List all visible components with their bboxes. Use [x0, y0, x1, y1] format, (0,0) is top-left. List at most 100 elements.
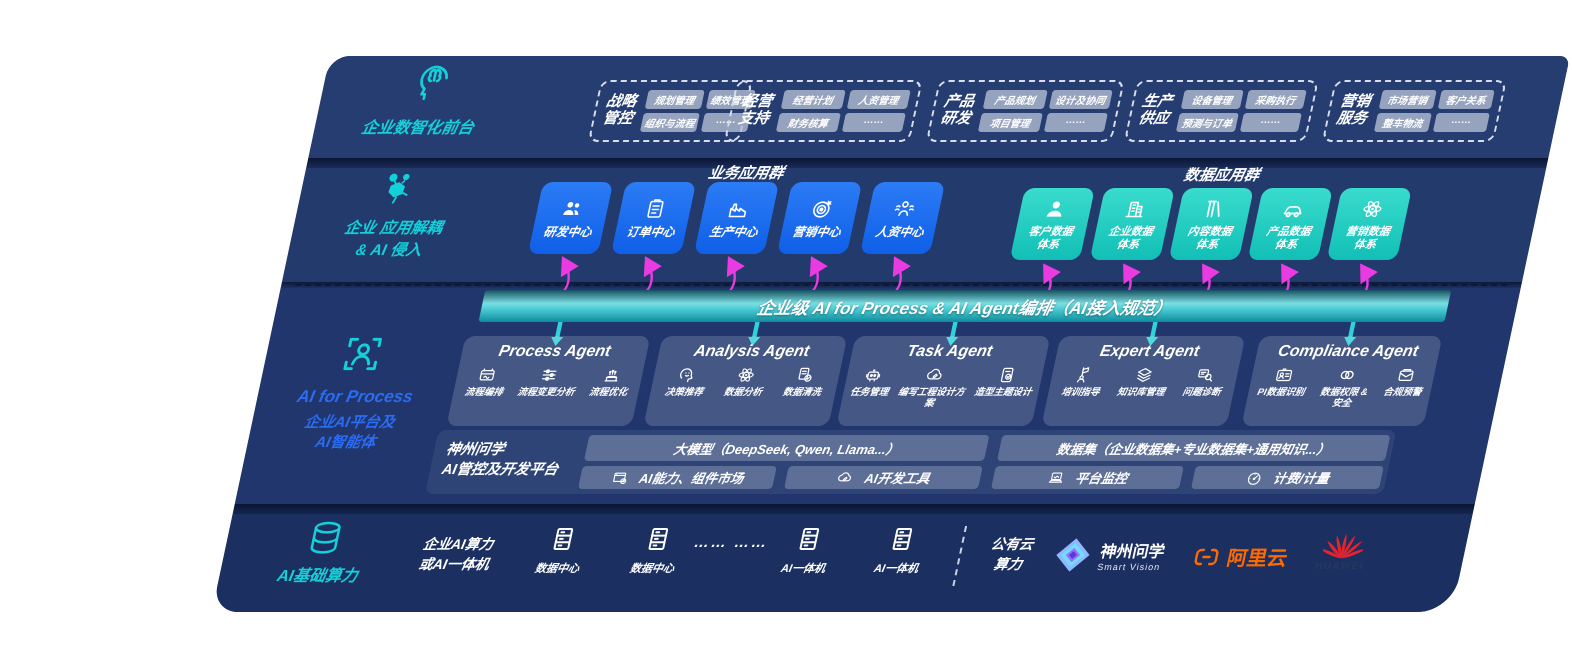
public-cloud-line1: 公有云 — [989, 536, 1035, 552]
card-label: 内容数据 体系 — [1186, 225, 1233, 251]
group-tag: 产品规划 — [982, 90, 1048, 109]
cell-label: 计费/计量 — [1271, 471, 1331, 486]
enterprise-compute-label: 企业AI算力 或AI一体机 — [382, 534, 531, 575]
clipboard-icon — [641, 197, 670, 221]
agent-item: 知识库管理 — [1116, 365, 1171, 399]
vendor-name: HUAWEI — [1313, 561, 1366, 572]
agent-item-label: 编写工程设计方案 — [897, 387, 966, 409]
data-clean-icon — [794, 365, 818, 385]
group-tag: 市场营销 — [1378, 90, 1437, 109]
card-label: 产品数据 体系 — [1265, 225, 1312, 251]
huawei-flower-icon — [1320, 533, 1367, 559]
huawei-logo: HUAWEI — [1308, 528, 1377, 572]
agent-item-label: 数据权限 & 安全 — [1319, 387, 1369, 409]
agent-item-label: PI数据识别 — [1256, 387, 1306, 398]
agent-item: 数据分析 — [723, 365, 768, 399]
diagram-panel: 企业数智化前台 战略管控 规划管理 绩效管理 组织与流程 …… 经营支持 经营计… — [211, 56, 1570, 612]
agent-title: Analysis Agent — [692, 343, 811, 360]
team-icon — [890, 197, 919, 221]
group-title: 战略管控 — [600, 93, 639, 127]
platform-label-line2: AI管控及开发平台 — [440, 462, 560, 479]
aifp-line3: AI智能体 — [313, 434, 378, 452]
group-tag: 人资管理 — [846, 90, 911, 109]
cell-label: AI能力、组件市场 — [637, 471, 745, 486]
front-office-group: 经营支持 经营计划 人资管理 财务核算 …… — [723, 80, 923, 142]
group-tag: 整车物流 — [1373, 113, 1432, 132]
agent-title: Expert Agent — [1098, 343, 1201, 360]
agent-item-label: 合规预警 — [1382, 387, 1423, 398]
ai-access-boundary-dashed-line — [295, 284, 1508, 286]
agent-card-process: Process Agent 流程编排 流程变更分析 流程优化 — [446, 336, 651, 426]
laptop-monitor-icon — [1045, 469, 1067, 487]
agent-item: 合规预警 — [1382, 365, 1427, 399]
group-tag: 预测与订单 — [1175, 113, 1239, 132]
people-icon — [558, 197, 587, 221]
group-tag: …… — [1239, 113, 1302, 132]
architecture-diagram: 企业数智化前台 战略管控 规划管理 绩效管理 组织与流程 …… 经营支持 经营计… — [211, 56, 1570, 612]
group-title: 经营支持 — [736, 93, 775, 127]
group-tag: 组织与流程 — [639, 113, 700, 132]
vendor-name: 阿里云 — [1224, 548, 1290, 570]
agent-item: 编写工程设计方案 — [890, 365, 974, 410]
decoupling-label-line2: & AI 侵入 — [354, 241, 424, 259]
group-tag: …… — [1043, 113, 1108, 132]
aifp-line2: 企业AI平台及 — [302, 413, 397, 431]
target-icon — [807, 197, 836, 221]
card-label: 生产中心 — [708, 224, 760, 239]
agent-item: 问题诊断 — [1181, 365, 1226, 399]
vendor-name: 神州问学 — [1098, 544, 1167, 561]
agent-item: 数据清洗 — [782, 365, 827, 399]
card-label: 营销中心 — [791, 224, 843, 239]
agent-item: 流程变更分析 — [516, 365, 580, 399]
decision-face-icon — [676, 365, 700, 385]
ai-appliance-node: AI一体机 — [761, 524, 852, 576]
agent-item: 流程编排 — [463, 365, 508, 399]
card-label: 客户数据 体系 — [1027, 225, 1074, 251]
server-icon — [884, 524, 920, 554]
agent-item-label: 流程优化 — [587, 387, 629, 398]
agent-item-label: 培训指导 — [1060, 387, 1101, 398]
band-separator — [306, 158, 1549, 168]
group-tag: …… — [841, 113, 906, 132]
server-icon — [545, 524, 581, 554]
platform-monitor-cell: 平台监控 — [990, 466, 1184, 489]
aliyun-brackets-icon — [1194, 548, 1219, 565]
database-icon — [301, 518, 350, 558]
cell-label: AI开发工具 — [863, 471, 932, 486]
agent-item: 造型主题设计 — [973, 365, 1037, 399]
layers-icon — [1133, 365, 1157, 385]
agent-item-label: 造型主题设计 — [973, 387, 1033, 398]
design-check-icon — [995, 365, 1019, 385]
platform-strip: 神州问学 AI管控及开发平台 大模型（DeepSeek, Qwen, Llama… — [424, 430, 1397, 494]
agent-item: 决策推荐 — [664, 365, 709, 399]
agent-item-label: 流程编排 — [463, 387, 504, 398]
compute-line2: 或AI一体机 — [417, 556, 491, 573]
compute-line1: 企业AI算力 — [421, 536, 495, 552]
card-label: 人资中心 — [874, 224, 926, 239]
agent-item-label: 数据清洗 — [781, 387, 823, 398]
agent-title: Task Agent — [905, 343, 995, 360]
diamond-logo-icon — [1056, 538, 1090, 572]
agent-item-label: 数据分析 — [722, 387, 764, 398]
group-title: 营销服务 — [1334, 93, 1373, 127]
agent-item-label: 知识库管理 — [1116, 387, 1166, 398]
diagnose-icon — [1193, 365, 1217, 385]
agent-title: Process Agent — [497, 343, 613, 360]
vendor-sub: Smart Vision — [1096, 562, 1162, 572]
car-icon — [1279, 197, 1308, 221]
cloud-edit-icon — [923, 365, 947, 385]
agent-item: 培训指导 — [1060, 365, 1105, 399]
decoupling-label-line1: 企业 应用解耦 — [342, 220, 444, 237]
agent-item-label: 任务管理 — [849, 387, 890, 398]
platform-label: 神州问学 AI管控及开发平台 — [440, 440, 589, 481]
front-office-group: 营销服务 市场营销 客户关系 整车物流 …… — [1321, 80, 1507, 142]
models-bar: 大模型（DeepSeek, Qwen, Llama...） — [583, 435, 990, 461]
atom-icon — [1358, 197, 1387, 221]
agent-title: Compliance Agent — [1276, 343, 1420, 360]
group-tag: …… — [1432, 113, 1490, 132]
ai-capability-market-cell: AI能力、组件市场 — [577, 466, 777, 489]
ai-for-process-label: AI for Process 企业AI平台及 AI智能体 — [251, 386, 450, 453]
ai-dev-tools-cell: AI开发工具 — [783, 466, 983, 489]
workflow-icon — [475, 365, 499, 385]
head-brain-icon — [408, 62, 459, 104]
